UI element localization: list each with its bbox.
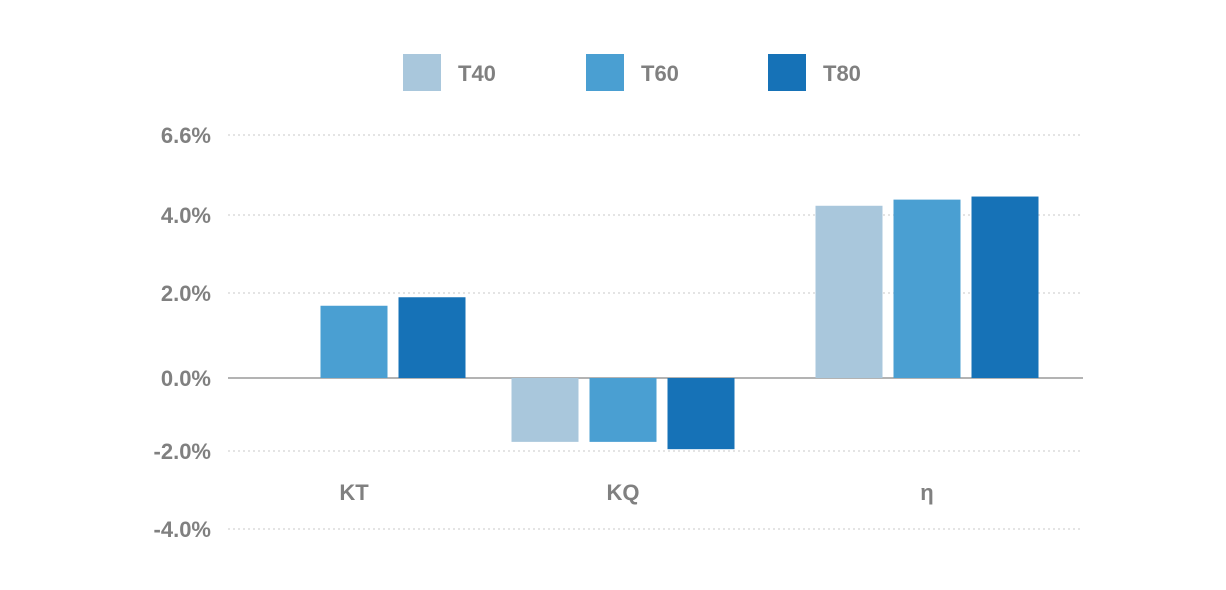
bar-t40-1 (511, 378, 579, 442)
bar-t80-0 (398, 297, 466, 378)
bar-t60-2 (893, 199, 961, 378)
y-tick-label: 4.0% (161, 203, 211, 228)
bar-t80-1 (667, 378, 735, 450)
legend-swatch-t80 (768, 54, 806, 91)
legend-label-t80: T80 (823, 61, 861, 86)
y-axis: 6.6% 4.0% 2.0% 0.0% -2.0% -4.0% (154, 123, 211, 542)
y-tick-label: -2.0% (154, 439, 211, 464)
legend-swatch-t60 (586, 54, 624, 91)
x-axis: KT KQ η (339, 480, 933, 505)
x-category-label: KQ (607, 480, 640, 505)
legend-swatch-t40 (403, 54, 441, 91)
chart-bars (320, 196, 1039, 450)
legend-label-t60: T60 (641, 61, 679, 86)
bar-t40-2 (815, 205, 883, 378)
legend-label-t40: T40 (458, 61, 496, 86)
x-category-label: KT (339, 480, 369, 505)
x-category-label: η (920, 480, 933, 505)
chart-legend: T40 T60 T80 (403, 54, 861, 91)
bar-t60-1 (589, 378, 657, 442)
bar-t60-0 (320, 305, 388, 378)
y-tick-label: 0.0% (161, 366, 211, 391)
y-tick-label: 6.6% (161, 123, 211, 148)
y-tick-label: -4.0% (154, 517, 211, 542)
y-tick-label: 2.0% (161, 281, 211, 306)
bar-t80-2 (971, 196, 1039, 378)
